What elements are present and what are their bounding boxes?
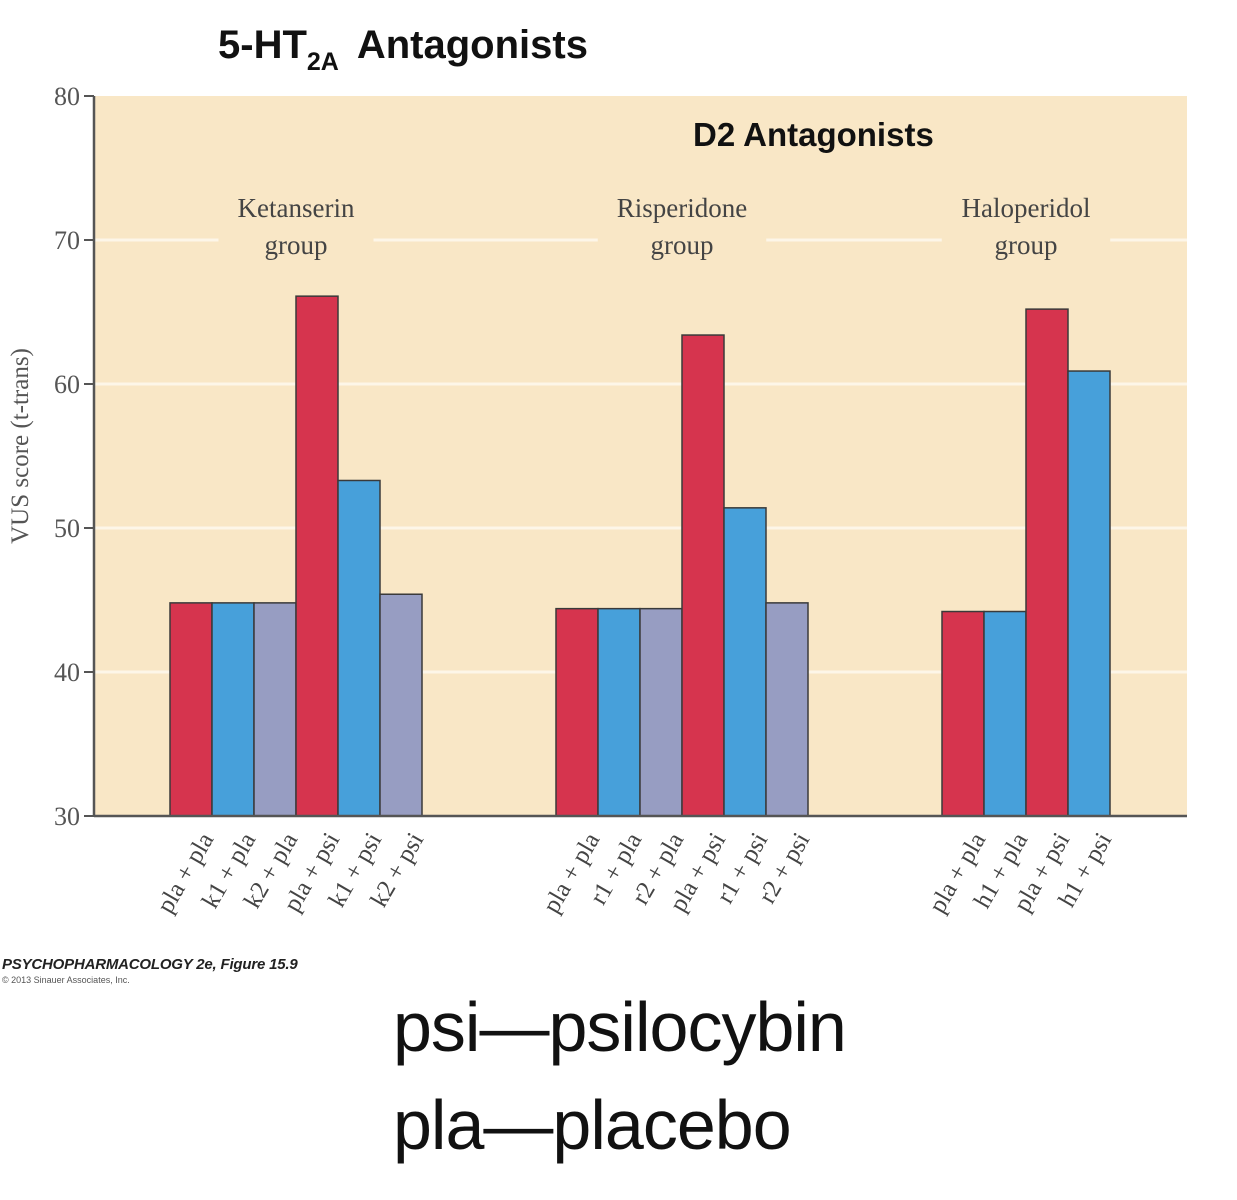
y-tick-label: 60 [54, 370, 80, 399]
legend-note-placebo: pla—placebo [393, 1086, 792, 1164]
y-tick-label: 50 [54, 514, 80, 543]
bar [379, 593, 423, 817]
bar [597, 607, 641, 817]
credit-title: PSYCHOPHARMACOLOGY 2e, Figure 15.9 [2, 956, 298, 973]
y-tick-label: 70 [54, 226, 80, 255]
bar [1025, 308, 1069, 817]
bar [1067, 370, 1111, 817]
bar [765, 602, 809, 817]
x-tick-label: pla + pla [538, 828, 605, 917]
group-label-backing [941, 191, 1111, 267]
y-axis-label: VUS score (t-trans) [7, 348, 34, 544]
group-label-name: Ketanserin [238, 193, 355, 223]
group-label-suffix: group [651, 230, 714, 260]
group-label-name: Risperidone [617, 193, 747, 223]
y-tick-label: 30 [54, 802, 80, 831]
group-labels: Ketanserin group Risperidone group Haloperid… [218, 191, 1111, 267]
y-tick-label: 40 [54, 658, 80, 687]
group-label-suffix: group [265, 230, 328, 260]
bar [337, 479, 381, 817]
axes [84, 95, 1187, 818]
bar [211, 602, 255, 817]
bar [253, 602, 297, 817]
bar [681, 334, 725, 817]
figure-credit: PSYCHOPHARMACOLOGY 2e, Figure 15.9 © 201… [2, 956, 298, 985]
group-label-suffix: group [995, 230, 1058, 260]
chart: Ketanserin group Risperidone group Haloperid… [7, 23, 1187, 918]
group-label-backing [597, 191, 767, 267]
group-label-name: Haloperidol [962, 193, 1091, 223]
bar [639, 607, 683, 817]
bar [295, 295, 339, 817]
bar [941, 610, 985, 817]
bar [169, 602, 213, 817]
bar [555, 607, 599, 817]
y-tick-label: 80 [54, 82, 80, 111]
credit-copyright: © 2013 Sinauer Associates, Inc. [2, 975, 130, 985]
y-tick-labels: 30 40 50 60 70 80 [54, 82, 80, 831]
chart-subtitle: D2 Antagonists [693, 116, 934, 153]
chart-title: 5-HT2A Antagonists [218, 23, 588, 76]
bars [169, 295, 1111, 817]
bar [983, 610, 1027, 817]
bar [723, 507, 767, 817]
legend-note-psilocybin: psi—psilocybin [393, 988, 847, 1066]
group-label-backing [218, 191, 374, 267]
